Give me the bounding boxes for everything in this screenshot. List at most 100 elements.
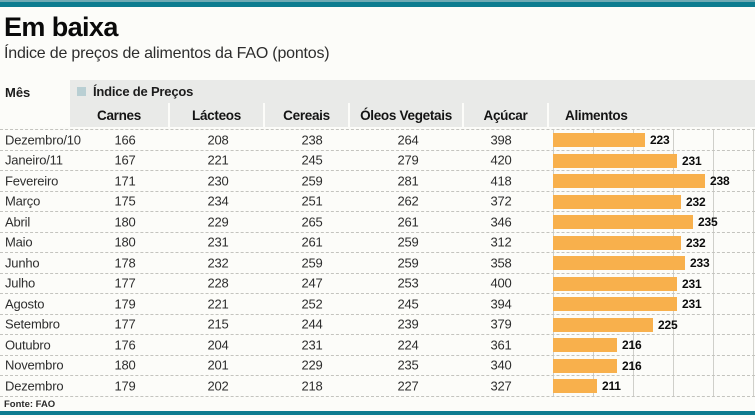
table-row: Março 175 234 251 262 372 232 [0, 192, 755, 212]
value-carnes: 177 [114, 275, 136, 291]
value-cereais: 259 [301, 173, 323, 189]
alimentos-bar-value: 238 [710, 174, 730, 188]
alimentos-bar-cell: 232 [553, 235, 706, 250]
source-label: Fonte: FAO [4, 399, 56, 410]
value-lácteos: 229 [207, 214, 229, 230]
value-carnes: 180 [114, 357, 136, 373]
value-carnes: 180 [114, 234, 136, 250]
value-carnes: 179 [114, 296, 136, 312]
value-carnes: 175 [114, 193, 136, 209]
column-header-cereais: Cereais [263, 103, 348, 127]
value-cereais: 247 [301, 275, 323, 291]
alimentos-bar-cell: 225 [553, 317, 678, 332]
column-header-lácteos: Lácteos [168, 103, 263, 127]
table-row: Novembro 180 201 229 235 340 216 [0, 356, 755, 376]
alimentos-bar-value: 211 [602, 379, 621, 393]
value-carnes: 167 [114, 152, 136, 168]
value-lácteos: 201 [207, 357, 229, 373]
alimentos-bar-cell: 231 [553, 153, 702, 168]
value-óleos-vegetais: 264 [397, 132, 419, 148]
table-row: Fevereiro 171 230 259 281 418 238 [0, 171, 755, 192]
alimentos-bar-cell: 238 [553, 174, 730, 188]
value-cereais: 261 [301, 234, 323, 250]
value-óleos-vegetais: 259 [397, 234, 419, 250]
alimentos-bar-value: 216 [622, 358, 642, 373]
alimentos-bar-value: 216 [622, 338, 642, 352]
value-cereais: 238 [301, 132, 323, 148]
alimentos-bar [553, 379, 597, 393]
alimentos-bar-cell: 211 [553, 379, 621, 393]
month-label: Dezembro/10 [5, 132, 81, 148]
value-cereais: 244 [301, 316, 323, 332]
value-carnes: 176 [114, 337, 136, 353]
month-label: Abril [5, 214, 31, 230]
value-açúcar: 361 [490, 337, 512, 353]
gridline [713, 129, 714, 397]
value-lácteos: 234 [207, 193, 229, 209]
month-label: Novembro [5, 357, 64, 373]
value-lácteos: 228 [207, 275, 229, 291]
alimentos-bar-value: 223 [650, 133, 670, 147]
value-lácteos: 208 [207, 132, 229, 148]
value-carnes: 166 [114, 132, 136, 148]
month-label: Agosto [5, 296, 45, 312]
value-óleos-vegetais: 281 [397, 173, 419, 189]
alimentos-bar-cell: 231 [553, 276, 702, 291]
alimentos-bar-value: 233 [690, 256, 710, 270]
value-cereais: 251 [301, 193, 323, 209]
value-lácteos: 232 [207, 255, 229, 271]
alimentos-bar [553, 174, 705, 188]
table-row: Dezembro/10 166 208 238 264 398 223 [0, 130, 755, 151]
alimentos-bar [553, 235, 681, 250]
alimentos-bar-cell: 223 [553, 133, 670, 147]
alimentos-bar [553, 338, 617, 352]
alimentos-bar-value: 232 [686, 194, 706, 209]
value-carnes: 178 [114, 255, 136, 271]
alimentos-bar-cell: 232 [553, 194, 706, 209]
index-legend-swatch-icon [77, 87, 86, 96]
alimentos-bar-cell: 216 [553, 338, 642, 352]
column-header-óleos-vegetais: Óleos Vegetais [348, 103, 462, 127]
alimentos-bar [553, 133, 645, 147]
value-cereais: 231 [301, 337, 323, 353]
table-row: Abril 180 229 265 261 346 235 [0, 212, 755, 233]
alimentos-bar [553, 194, 681, 209]
value-açúcar: 379 [490, 316, 512, 332]
alimentos-bar-value: 225 [658, 317, 678, 332]
month-label: Junho [5, 255, 40, 271]
value-açúcar: 420 [490, 152, 512, 168]
value-açúcar: 372 [490, 193, 512, 209]
month-label: Outubro [5, 337, 51, 353]
value-óleos-vegetais: 253 [397, 275, 419, 291]
value-óleos-vegetais: 245 [397, 296, 419, 312]
value-cereais: 218 [301, 378, 323, 394]
month-label: Setembro [5, 316, 60, 332]
value-óleos-vegetais: 261 [397, 214, 419, 230]
table-row: Junho 178 232 259 259 358 233 [0, 253, 755, 274]
data-table-body: Dezembro/10 166 208 238 264 398 223 Janeiro/11 1… [0, 129, 755, 397]
value-óleos-vegetais: 235 [397, 357, 419, 373]
value-lácteos: 204 [207, 337, 229, 353]
month-label: Março [5, 193, 41, 209]
value-lácteos: 231 [207, 234, 229, 250]
month-label: Maio [5, 234, 33, 250]
value-óleos-vegetais: 227 [397, 378, 419, 394]
column-header-alimentos: Alimentos [547, 103, 755, 127]
value-açúcar: 394 [490, 296, 512, 312]
table-row: Julho 177 228 247 253 400 231 [0, 274, 755, 294]
index-group-label: Índice de Preços [93, 84, 194, 99]
column-header-açúcar: Açúcar [462, 103, 547, 127]
alimentos-bar [553, 317, 653, 332]
alimentos-bar-cell: 231 [553, 297, 702, 311]
value-açúcar: 358 [490, 255, 512, 271]
table-row: Setembro 177 215 244 239 379 225 [0, 315, 755, 335]
alimentos-bar [553, 276, 677, 291]
table-row: Maio 180 231 261 259 312 232 [0, 233, 755, 253]
alimentos-bar-value: 231 [682, 153, 702, 168]
value-óleos-vegetais: 259 [397, 255, 419, 271]
alimentos-bar-value: 231 [682, 297, 702, 311]
month-label: Janeiro/11 [5, 152, 63, 168]
value-cereais: 252 [301, 296, 323, 312]
alimentos-bar [553, 153, 677, 168]
alimentos-bar [553, 297, 677, 311]
